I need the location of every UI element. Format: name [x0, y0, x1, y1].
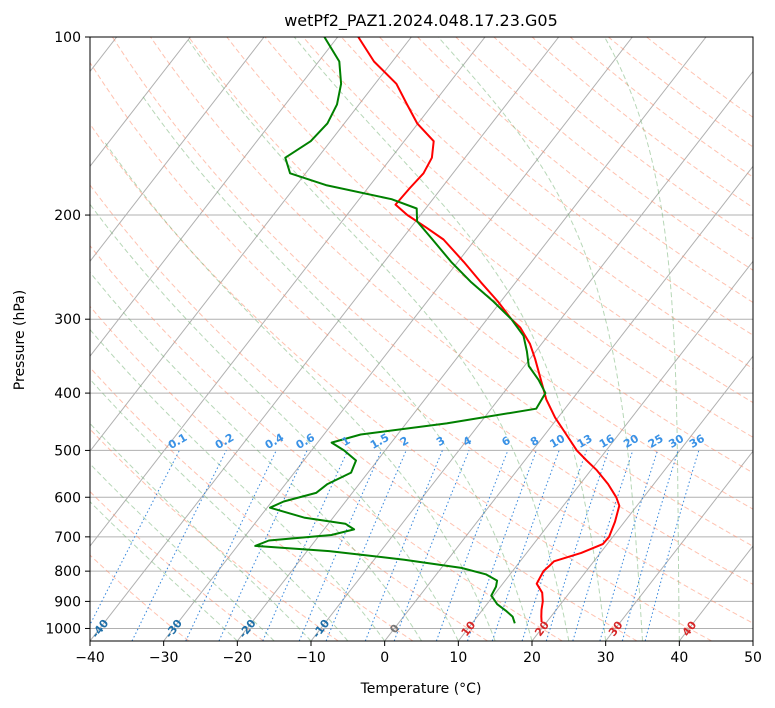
dry-adiabat-line	[90, 184, 638, 641]
mixing-ratio-line	[90, 450, 180, 626]
moist-adiabat-line	[90, 422, 312, 641]
dry-adiabat-line	[90, 490, 264, 641]
moist-adiabat-line	[103, 140, 496, 641]
x-tick-label: −20	[223, 650, 253, 666]
y-tick-label: 200	[54, 208, 81, 224]
dry-adiabat-line	[90, 123, 712, 641]
mixing-ratio-line	[521, 450, 587, 641]
mixing-ratio-line	[621, 450, 679, 641]
temperature-line	[357, 37, 621, 623]
y-tick-label: 600	[54, 490, 81, 506]
isotherm-line	[90, 37, 339, 358]
dry-adiabat-line	[340, 37, 753, 370]
dry-adiabat-line	[90, 366, 414, 641]
moist-adiabat-line	[604, 37, 680, 641]
mixing-ratio-line	[262, 450, 349, 641]
mixing-ratio-line	[131, 450, 227, 641]
dry-adiabat-line	[111, 37, 753, 585]
x-tick-label: 10	[449, 650, 467, 666]
dry-adiabat-line	[417, 37, 753, 304]
isotherm-line	[531, 355, 753, 641]
x-tick-label: −10	[296, 650, 326, 666]
dry-adiabat-line	[90, 554, 190, 641]
mixing-ratio-line	[572, 450, 634, 641]
x-tick-label: 50	[744, 650, 762, 666]
y-tick-label: 900	[54, 594, 81, 610]
y-tick-label: 700	[54, 530, 81, 546]
y-tick-label: 400	[54, 386, 81, 402]
y-tick-label: 800	[54, 564, 81, 580]
isotherm-line	[90, 37, 412, 452]
moist-adiabat-line	[90, 378, 349, 641]
x-tick-label: 30	[597, 650, 615, 666]
x-tick-label: −40	[75, 650, 105, 666]
isotherm-line	[236, 37, 707, 641]
y-tick-label: 300	[54, 312, 81, 328]
moist-adiabat-line	[90, 271, 422, 641]
mixing-ratio-line	[364, 450, 443, 641]
moist-adiabat-line	[437, 37, 643, 641]
axes: −40 −30 −20 −10 0 10 20 30 40 50 100 200 300 400 500 60…	[45, 30, 762, 666]
mixing-ratio-line	[545, 450, 610, 641]
plot-frame	[89, 36, 754, 642]
series-layer	[254, 37, 621, 624]
mixing-ratio-line	[298, 450, 382, 641]
y-tick-label: 500	[54, 443, 81, 459]
moist-adiabat-line	[90, 203, 459, 641]
x-tick-label: 0	[380, 650, 389, 666]
mixing-ratio-line	[435, 450, 509, 641]
dry-adiabat-line	[90, 244, 563, 641]
isotherm-line	[384, 165, 753, 641]
y-tick-label: 100	[54, 30, 81, 46]
moist-adiabat-line	[293, 37, 607, 641]
x-tick-label: 20	[523, 650, 541, 666]
x-tick-label: 40	[670, 650, 688, 666]
moist-adiabat-line	[90, 328, 386, 641]
dry-adiabat-line	[90, 305, 488, 641]
mixing-ratio-line	[467, 450, 537, 641]
x-axis-label: Temperature (°C)	[360, 681, 482, 697]
dry-adiabat-line	[379, 37, 753, 336]
y-axis-label: Pressure (hPa)	[12, 290, 28, 390]
background-lines	[90, 37, 753, 641]
dewpoint-line	[254, 37, 547, 624]
isotherm-line	[90, 37, 486, 547]
isotherm-line	[163, 37, 633, 641]
mixing-ratio-line	[644, 450, 700, 641]
isotherm-line	[605, 450, 753, 641]
isotherm-line	[90, 37, 191, 168]
dry-adiabat-line	[150, 37, 753, 547]
y-tick-label: 1000	[45, 621, 81, 637]
moist-adiabat-line	[140, 94, 533, 641]
isotherm-line	[457, 260, 753, 641]
mixing-ratio-line	[325, 450, 407, 641]
mixing-ratio-line	[491, 450, 560, 641]
mixing-ratio-line	[393, 450, 470, 641]
dry-adiabat-line	[264, 37, 753, 438]
dry-adiabat-line	[90, 61, 753, 624]
isotherm-line	[90, 37, 265, 263]
x-tick-label: −30	[149, 650, 179, 666]
moist-adiabat-line	[185, 37, 570, 641]
chart-title: wetPf2_PAZ1.2024.048.17.23.G05	[284, 11, 558, 31]
mixing-ratio-line	[599, 450, 658, 641]
